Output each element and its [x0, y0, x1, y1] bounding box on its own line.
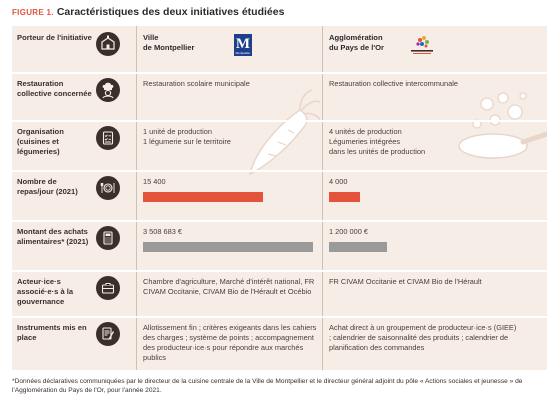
- organisation-col2-line1: 4 unités de production: [329, 127, 402, 136]
- header-col2-line2: du Pays de l'Or: [329, 43, 384, 52]
- repas-bar-montpellier: [143, 192, 263, 202]
- document-pen-icon: [96, 322, 120, 346]
- montant-bar-pays-de-l-or: [329, 242, 388, 252]
- organisation-col1-line2: 1 légumerie sur le territoire: [143, 137, 231, 146]
- row-label: Montant des achats alimentaires* (2021): [17, 227, 89, 246]
- row-label: Organisation (cuisines et légumeries): [17, 127, 64, 156]
- chef-icon: [96, 78, 120, 102]
- instruments-col2: Achat direct à un groupement de producte…: [329, 323, 517, 352]
- acteurs-col1: Chambre d'agriculture, Marché d'intérêt …: [143, 277, 315, 296]
- montpellier-logo-letter: M: [235, 36, 251, 52]
- montpellier-logo-sub: Montpellier: [235, 51, 251, 55]
- row-instruments: Instruments mis en place Allotissement f…: [12, 316, 547, 370]
- header-col1-line2: de Montpellier: [143, 43, 195, 52]
- figure-title: FIGURE 1. Caractéristiques des deux initi…: [12, 6, 284, 18]
- header-col2-line1: Agglomération: [329, 33, 383, 42]
- repas-col2: 4 000: [329, 177, 348, 186]
- figure-label: FIGURE 1.: [12, 8, 54, 17]
- restauration-col2: Restauration collective intercommunale: [329, 79, 458, 88]
- repas-bar-pays-de-l-or: [329, 192, 361, 202]
- organisation-col2-line3: dans les unités de production: [329, 147, 426, 156]
- row-label: Restauration collective concernée: [17, 79, 92, 98]
- plate-cutlery-icon: [96, 176, 120, 200]
- header-col-montpellier: Ville de Montpellier: [143, 33, 319, 53]
- header-col1-line1: Ville: [143, 33, 159, 42]
- montpellier-logo: M Montpellier: [234, 34, 252, 56]
- briefcase-icon: [96, 276, 120, 300]
- row-acteurs: Acteur·ice·s associé·e·s à la gouvernanc…: [12, 270, 547, 316]
- pays-de-l-or-logo: [411, 36, 433, 54]
- row-porteur: Porteur de l'initiative Ville de Montpel…: [12, 26, 547, 72]
- organisation-col2: 4 unités de production Légumeries intégr…: [329, 127, 519, 157]
- row-label: Nombre de repas/jour (2021): [17, 177, 78, 196]
- column-divider-2: [322, 26, 323, 370]
- school-icon: [96, 32, 120, 56]
- characteristics-table: Porteur de l'initiative Ville de Montpel…: [12, 26, 547, 370]
- restauration-col1: Restauration scolaire municipale: [143, 79, 250, 88]
- row-repas: Nombre de repas/jour (2021) 15 400 4 000: [12, 170, 547, 220]
- repas-col1: 15 400: [143, 177, 166, 186]
- header-col-pays-de-l-or: Agglomération du Pays de l'Or: [329, 33, 519, 53]
- montant-col1: 3 508 683 €: [143, 227, 183, 236]
- calculator-icon: [96, 226, 120, 250]
- row-montant: Montant des achats alimentaires* (2021) …: [12, 220, 547, 270]
- footnote: *Données déclaratives communiquées par l…: [12, 378, 523, 394]
- montant-col2: 1 200 000 €: [329, 227, 369, 236]
- row-restauration: Restauration collective concernée Restau…: [12, 72, 547, 120]
- montant-bar-montpellier: [143, 242, 313, 252]
- acteurs-col2: FR CIVAM Occitanie et CIVAM Bio de l'Hér…: [329, 277, 482, 286]
- organisation-col1-line1: 1 unité de production: [143, 127, 213, 136]
- organisation-col2-line2: Légumeries intégrées: [329, 137, 401, 146]
- row-organisation: Organisation (cuisines et légumeries) 1 …: [12, 120, 547, 170]
- instruments-col1: Allotissement fin ; critères exigeants d…: [143, 323, 317, 362]
- checklist-icon: [96, 126, 120, 150]
- row-label: Acteur·ice·s associé·e·s à la gouvernanc…: [17, 277, 74, 306]
- row-label: Instruments mis en place: [17, 323, 87, 342]
- figure-title-text: Caractéristiques des deux initiatives ét…: [56, 6, 285, 18]
- column-divider-1: [136, 26, 137, 370]
- row-label: Porteur de l'initiative: [17, 33, 92, 42]
- organisation-col1: 1 unité de production 1 légumerie sur le…: [143, 127, 319, 147]
